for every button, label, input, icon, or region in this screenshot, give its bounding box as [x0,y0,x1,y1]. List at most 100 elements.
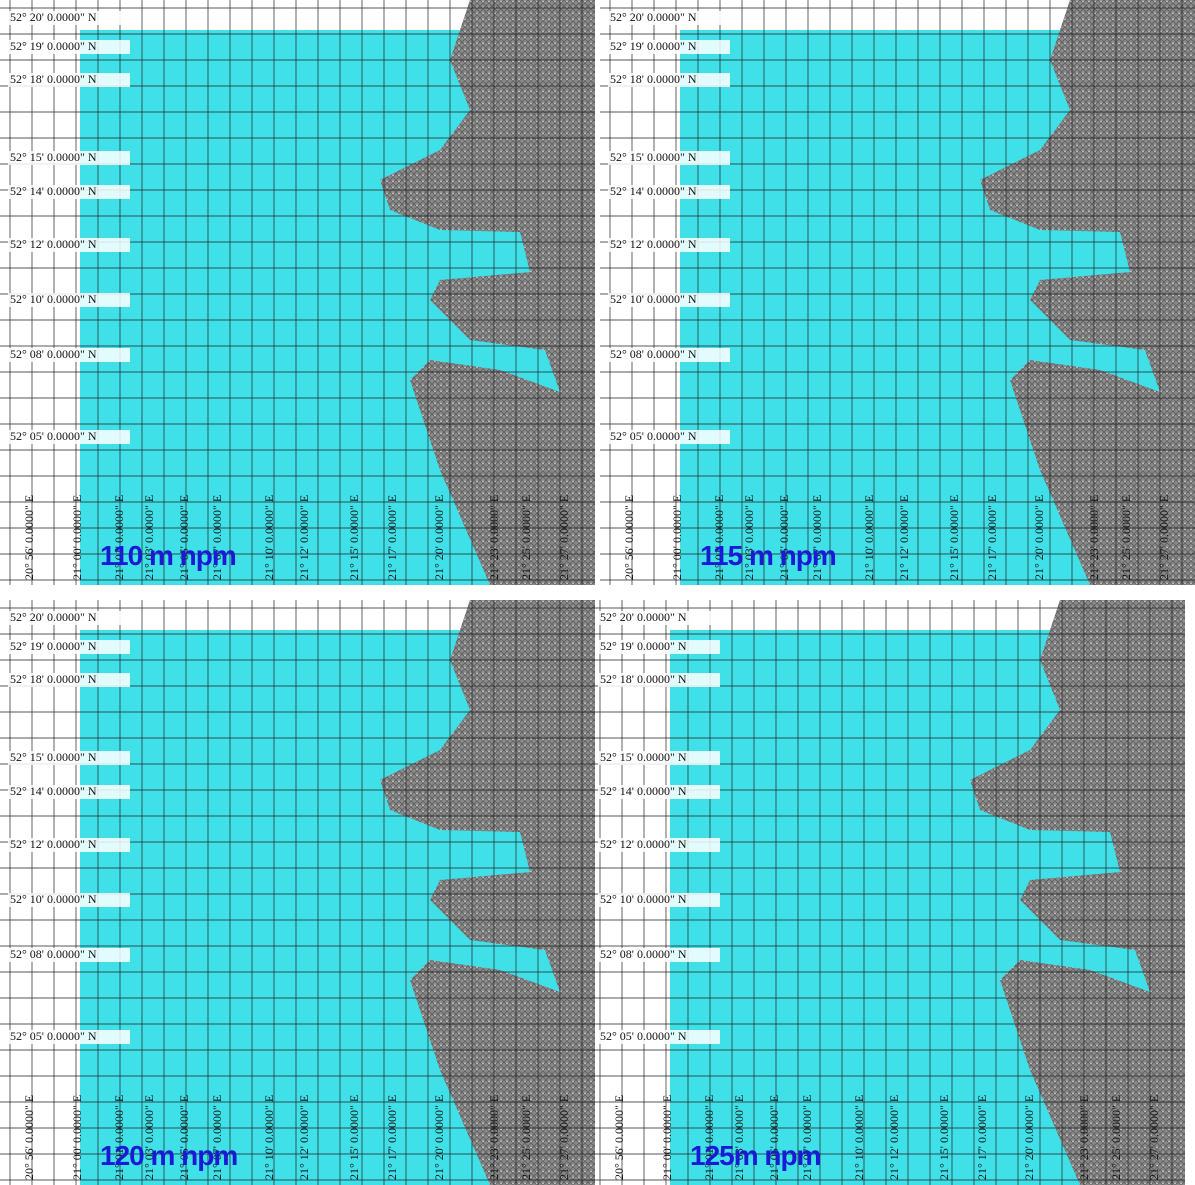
panel-label: 120 m npm [100,1140,237,1171]
label-bg [608,151,730,165]
land-area [380,600,595,1185]
longitude-label: 21° 12' 0.0000" E [297,1095,311,1180]
longitude-label: 21° 03' 0.0000" E [732,1095,746,1180]
latitude-label: 52° 12' 0.0000" N [10,237,97,251]
latitude-label: 52° 08' 0.0000" N [610,347,697,361]
label-bg [598,611,720,625]
longitude-label: 21° 03' 0.0000" E [142,495,156,580]
longitude-label: 21° 23' 0.0000" E [487,1095,501,1180]
longitude-label: 21° 23' 0.0000" E [487,495,501,580]
label-bg [8,151,130,165]
longitude-label: 21° 03' 0.0000" E [142,1095,156,1180]
latitude-label: 52° 15' 0.0000" N [10,750,97,764]
longitude-label: 21° 27' 0.0000" E [557,495,571,580]
longitude-label: 21° 01' 0.0000" E [112,495,126,580]
longitude-label: 21° 15' 0.0000" E [347,1095,361,1180]
longitude-label: 21° 10' 0.0000" E [862,495,876,580]
longitude-label: 21° 25' 0.0000" E [1119,495,1133,580]
label-bg [608,40,730,54]
longitude-label: 21° 20' 0.0000" E [432,495,446,580]
longitude-label: 20° 56' 0.0000" E [22,495,36,580]
longitude-label: 21° 15' 0.0000" E [937,1095,951,1180]
longitude-label: 21° 12' 0.0000" E [897,495,911,580]
land-area [980,0,1195,585]
latitude-label: 52° 12' 0.0000" N [10,837,97,851]
latitude-label: 52° 10' 0.0000" N [10,292,97,306]
longitude-label: 21° 05' 0.0000" E [177,1095,191,1180]
label-bg [608,11,730,25]
longitude-label: 21° 01' 0.0000" E [702,1095,716,1180]
latitude-label: 52° 12' 0.0000" N [600,837,687,851]
latitude-label: 52° 19' 0.0000" N [610,39,697,53]
longitude-label: 20° 56' 0.0000" E [22,1095,36,1180]
latitude-label: 52° 05' 0.0000" N [600,1029,687,1043]
label-bg [8,948,130,962]
longitude-label: 21° 17' 0.0000" E [385,495,399,580]
longitude-label: 21° 00' 0.0000" E [670,495,684,580]
label-bg [8,673,130,687]
label-bg [598,640,720,654]
panel-label: 125m npm [690,1140,821,1171]
longitude-label: 20° 56' 0.0000" E [612,1095,626,1180]
longitude-label: 20° 56' 0.0000" E [622,495,636,580]
label-bg [608,430,730,444]
longitude-label: 21° 05' 0.0000" E [777,495,791,580]
longitude-label: 21° 25' 0.0000" E [519,495,533,580]
longitude-label: 21° 15' 0.0000" E [347,495,361,580]
label-bg [8,430,130,444]
latitude-label: 52° 08' 0.0000" N [600,947,687,961]
label-bg [598,948,720,962]
label-bg [8,238,130,252]
longitude-label: 21° 00' 0.0000" E [660,1095,674,1180]
latitude-label: 52° 14' 0.0000" N [600,784,687,798]
map-panel: 52° 20' 0.0000" N 52° 19' 0.0000" N 52° 18… [0,0,595,585]
longitude-label: 21° 07' 0.0000" E [810,495,824,580]
label-bg [8,838,130,852]
latitude-label: 52° 12' 0.0000" N [610,237,697,251]
label-bg [8,611,130,625]
longitude-label: 21° 20' 0.0000" E [432,1095,446,1180]
latitude-label: 52° 10' 0.0000" N [610,292,697,306]
longitude-label: 21° 27' 0.0000" E [557,1095,571,1180]
label-bg [8,185,130,199]
panel-label: 110 m npm [100,540,236,571]
longitude-label: 21° 05' 0.0000" E [767,1095,781,1180]
longitude-label: 21° 20' 0.0000" E [1032,495,1046,580]
longitude-label: 21° 27' 0.0000" E [1147,1095,1161,1180]
longitude-label: 21° 00' 0.0000" E [70,1095,84,1180]
latitude-label: 52° 05' 0.0000" N [10,1029,97,1043]
latitude-label: 52° 20' 0.0000" N [600,610,687,624]
latitude-label: 52° 19' 0.0000" N [10,39,97,53]
land-area [970,600,1185,1185]
longitude-label: 21° 05' 0.0000" E [177,495,191,580]
latitude-label: 52° 14' 0.0000" N [10,184,97,198]
longitude-label: 21° 10' 0.0000" E [262,1095,276,1180]
land-area [380,0,595,585]
label-bg [8,1030,130,1044]
label-bg [608,293,730,307]
longitude-label: 21° 10' 0.0000" E [262,495,276,580]
label-bg [598,838,720,852]
latitude-label: 52° 14' 0.0000" N [10,784,97,798]
latitude-label: 52° 15' 0.0000" N [600,750,687,764]
latitude-label: 52° 15' 0.0000" N [610,150,697,164]
longitude-label: 21° 01' 0.0000" E [112,1095,126,1180]
latitude-label: 52° 08' 0.0000" N [10,947,97,961]
latitude-label: 52° 05' 0.0000" N [610,429,697,443]
label-bg [8,893,130,907]
latitude-label: 52° 19' 0.0000" N [10,639,97,653]
latitude-label: 52° 18' 0.0000" N [600,672,687,686]
longitude-label: 21° 27' 0.0000" E [1157,495,1171,580]
map-panel: 52° 20' 0.0000" N 52° 19' 0.0000" N 52° 18… [600,0,1195,585]
label-bg [608,348,730,362]
label-bg [8,348,130,362]
longitude-label: 21° 07' 0.0000" E [210,1095,224,1180]
longitude-label: 21° 17' 0.0000" E [975,1095,989,1180]
latitude-label: 52° 19' 0.0000" N [600,639,687,653]
label-bg [598,893,720,907]
label-bg [608,238,730,252]
label-bg [8,293,130,307]
longitude-label: 21° 25' 0.0000" E [519,1095,533,1180]
longitude-label: 21° 12' 0.0000" E [297,495,311,580]
